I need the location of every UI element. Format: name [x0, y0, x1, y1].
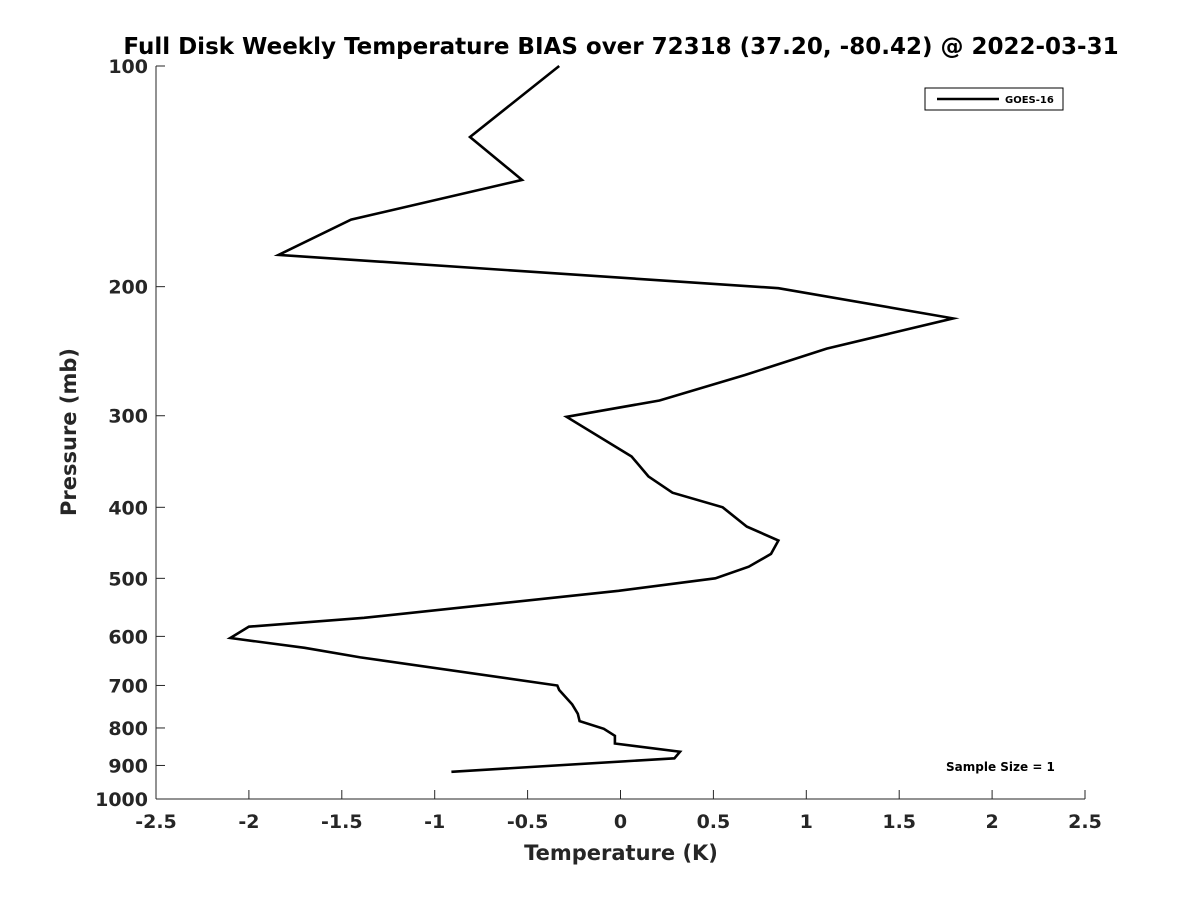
x-axis-label: Temperature (K)	[524, 841, 718, 865]
x-tick-label: 1	[800, 811, 813, 833]
y-tick-label: 600	[108, 626, 148, 648]
chart-title: Full Disk Weekly Temperature BIAS over 7…	[123, 34, 1118, 60]
y-tick-label: 1000	[95, 789, 148, 811]
series-layer	[226, 64, 960, 774]
x-tick-label: 1.5	[882, 811, 916, 833]
legend: GOES-16	[924, 87, 1064, 111]
y-tick-label: 700	[108, 675, 148, 697]
y-tick-label: 100	[108, 56, 148, 78]
x-tick-label: -2	[238, 811, 259, 833]
x-tick-label: -1	[424, 811, 445, 833]
x-axis: -2.5 -2 -1.5 -1 -0.5 0 0.5 1 1.5 2 2.5	[135, 790, 1102, 833]
y-axis-label: Pressure (mb)	[57, 348, 81, 516]
y-tick-label: 200	[108, 277, 148, 299]
y-tick-label: 900	[108, 755, 148, 777]
sample-size-annotation: Sample Size = 1	[946, 760, 1055, 774]
x-tick-label: 0	[614, 811, 627, 833]
x-tick-label: 2.5	[1068, 811, 1102, 833]
y-tick-label: 300	[108, 406, 148, 428]
y-axis: 100 200 300 400 500 600 700 800 900 1000	[95, 56, 165, 811]
legend-label-goes-16: GOES-16	[1005, 95, 1054, 106]
plot-area	[156, 66, 1085, 799]
x-tick-label: -1.5	[321, 811, 363, 833]
x-tick-label: 2	[985, 811, 998, 833]
y-tick-label: 500	[108, 568, 148, 590]
series-line-goes-16	[226, 64, 960, 774]
y-tick-label: 800	[108, 718, 148, 740]
x-tick-label: -2.5	[135, 811, 177, 833]
x-tick-label: -0.5	[507, 811, 549, 833]
x-tick-label: 0.5	[697, 811, 731, 833]
y-tick-label: 400	[108, 497, 148, 519]
